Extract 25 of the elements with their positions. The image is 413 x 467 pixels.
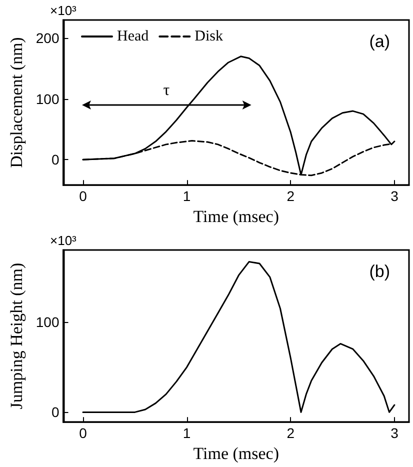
y-tick-label: 0 <box>51 152 60 168</box>
x-axis-title: Time (msec) <box>193 444 280 463</box>
legend-label: Disk <box>194 28 224 44</box>
x-tick-label: 3 <box>390 425 399 442</box>
annotation: τ <box>163 82 170 100</box>
x-tick-label: 1 <box>182 188 191 204</box>
line-series <box>82 260 396 413</box>
y-tick-label: 100 <box>36 90 60 107</box>
text: ×10³ <box>50 3 76 18</box>
y-tick-label: 200 <box>36 30 60 46</box>
text: (b) <box>369 262 390 281</box>
y-tick-label: 0 <box>51 404 60 420</box>
x-tick-label: 2 <box>286 425 295 442</box>
x-tick-label: 2 <box>286 188 295 204</box>
x-tick-label: 0 <box>79 188 88 204</box>
y-axis-title: Displacement (nm) <box>7 37 26 168</box>
legend-label: Head <box>117 28 150 44</box>
text: ×10³ <box>50 233 76 248</box>
y-axis-title: Jumping Height (nm) <box>7 262 26 410</box>
x-tick-label: 3 <box>390 188 399 204</box>
x-tick-label: 0 <box>79 425 88 442</box>
y-tick-label: 100 <box>36 314 60 330</box>
x-axis-title: Time (msec) <box>193 207 280 226</box>
x-tick-label: 1 <box>182 425 191 442</box>
text: (a) <box>369 32 390 51</box>
